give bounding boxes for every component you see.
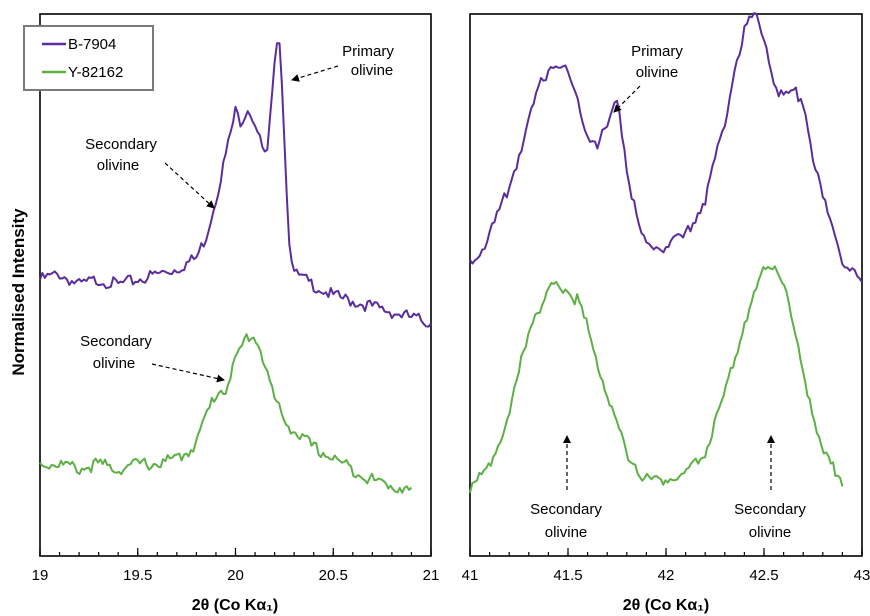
annotation-left-secondary-lower-line1: Secondary [80, 333, 152, 350]
right-panel: 41 41.5 42 42.5 43 2θ (Co Kα₁) Primary olivi… [462, 12, 870, 614]
right-x-tick-label-2: 42 [658, 567, 675, 584]
annotation-right-primary-line1: Primary [631, 43, 683, 60]
right-x-tick-label-1: 41.5 [553, 567, 582, 584]
right-series-group [469, 12, 863, 494]
annotation-left-secondary-upper-line2: olivine [97, 157, 140, 174]
left-x-tick-label-2: 20 [227, 567, 244, 584]
annotation-left-secondary-lower-line2: olivine [93, 355, 136, 372]
left-series-b-7904 [39, 42, 432, 328]
right-series-y-82162 [469, 265, 844, 494]
annotation-left-secondary-lower-arrow [151, 363, 225, 383]
annotation-left-primary-arrow [291, 65, 339, 82]
right-x-tick-label-0: 41 [462, 567, 479, 584]
annotation-left-secondary-upper-line1: Secondary [85, 136, 157, 153]
right-x-axis-label: 2θ (Co Kα₁) [623, 597, 709, 614]
annotation-right-secondary-a-line2: olivine [545, 524, 588, 541]
left-panel: 19 19.5 20 20.5 21 2θ (Co Kα₁) B-7904 Y-8216… [23, 13, 440, 614]
annotation-left-primary-line2: olivine [351, 62, 394, 79]
annotation-left-secondary-upper: Secondary olivine [85, 136, 215, 209]
left-x-tick-label-0: 19 [32, 567, 49, 584]
annotation-right-primary-line2: olivine [636, 64, 679, 81]
annotation-left-primary-line1: Primary [342, 43, 394, 60]
annotation-left-secondary-upper-arrow [164, 162, 215, 209]
annotation-right-secondary-b-line1: Secondary [734, 501, 806, 518]
annotation-right-primary: Primary olivine [613, 43, 683, 113]
annotation-right-secondary-b-line2: olivine [749, 524, 792, 541]
legend: B-7904 Y-82162 [23, 25, 154, 91]
left-series-y-82162 [39, 333, 413, 494]
y-axis-label: Normalised Intensity [9, 208, 28, 376]
annotation-right-secondary-a: Secondary olivine [530, 435, 602, 541]
left-x-axis-label: 2θ (Co Kα₁) [192, 597, 278, 614]
left-x-ticks: 19 19.5 20 20.5 21 [32, 548, 440, 584]
annotation-left-primary: Primary olivine [291, 43, 394, 82]
annotation-left-secondary-lower: Secondary olivine [80, 333, 225, 383]
annotation-right-secondary-b: Secondary olivine [734, 435, 806, 541]
left-x-tick-label-3: 20.5 [319, 567, 348, 584]
left-x-tick-label-1: 19.5 [123, 567, 152, 584]
right-x-ticks: 41 41.5 42 42.5 43 [462, 548, 870, 584]
right-x-tick-label-4: 43 [854, 567, 870, 584]
annotation-right-primary-arrow [613, 85, 641, 113]
left-x-tick-label-4: 21 [423, 567, 440, 584]
annotation-right-secondary-a-line1: Secondary [530, 501, 602, 518]
left-series-group [39, 42, 432, 494]
legend-label-b7904: B-7904 [68, 36, 116, 53]
right-x-tick-label-3: 42.5 [749, 567, 778, 584]
right-plot-frame [469, 13, 863, 557]
right-series-b-7904 [469, 12, 863, 283]
legend-box [23, 25, 154, 91]
legend-label-y82162: Y-82162 [68, 64, 123, 81]
